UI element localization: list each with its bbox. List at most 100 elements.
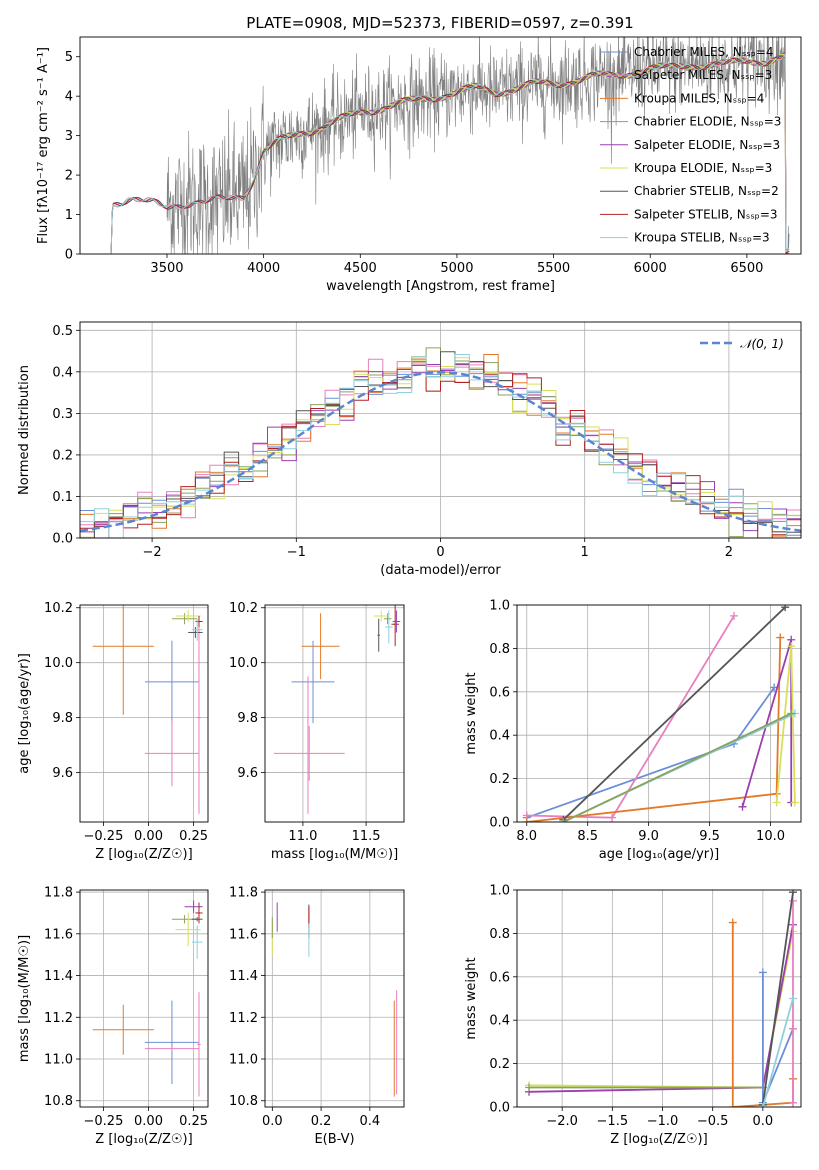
weight-marker-kroupa_elodie (790, 798, 799, 807)
y-tick-label: 11.6 (44, 927, 73, 942)
y-tick-label: 0.6 (489, 685, 510, 700)
y-axis-label: Flux [fλ10⁻¹⁷ erg cm⁻² s⁻¹ A⁻¹] (36, 47, 51, 244)
weight-marker-kroupa_stelib (788, 994, 797, 1003)
x-axis-label: Z [log₁₀(Z/Z☉)] (610, 1132, 707, 1147)
legend-entry: Chabrier MILES, Nₛₛₚ=4 (634, 45, 774, 59)
x-tick-label: 0.0 (753, 1114, 774, 1129)
legend-entry: Kroupa STELIB, Nₛₛₚ=3 (634, 231, 770, 245)
axes-frame (264, 604, 405, 823)
weight_vs_Z-content (525, 890, 797, 1107)
model-line-kroupa_stelib (110, 54, 789, 254)
x-axis-label: E(B-V) (314, 1132, 354, 1147)
x-tick-label: 0.25 (179, 829, 208, 844)
y-tick-label: 0 (65, 248, 73, 263)
x-tick-label: −1.0 (647, 1114, 679, 1129)
y-tick-label: 0.1 (52, 490, 73, 505)
x-tick-label: 8.0 (516, 829, 537, 844)
age_vs_Z-content (92, 605, 203, 814)
y-tick-label: 1.0 (489, 884, 510, 899)
y-tick-label: 0.0 (489, 816, 510, 831)
y-axis-label: age [log₁₀(age/yr)] (17, 653, 32, 774)
weight-marker-chabrier_stelib (781, 605, 790, 612)
weight-marker-kroupa_stelib (758, 1103, 767, 1107)
y-axis-label: mass [log₁₀(M/M☉)] (17, 935, 32, 1062)
y-tick-label: 11.6 (229, 927, 258, 942)
x-axis-label: Z [log₁₀(Z/Z☉)] (95, 847, 192, 862)
age_vs_mass-content (273, 605, 401, 814)
y-tick-label: 9.6 (237, 766, 258, 781)
weight-marker-chabrier_miles (758, 968, 767, 977)
x-tick-label: 11.5 (352, 829, 381, 844)
y-tick-label: 11.8 (44, 886, 73, 901)
x-tick-label: −1 (287, 545, 306, 560)
x-axis-label: (data-model)/error (380, 563, 501, 578)
y-tick-label: 0.2 (52, 448, 73, 463)
x-tick-label: −0.25 (84, 1114, 124, 1129)
age_vs_Z-axes: −0.25 0.00 0.25 9.6 9.8 10.0 10.2 Z [log₁₀(Z/Z☉… (17, 601, 209, 862)
normal-curve (80, 371, 801, 532)
legend-entry: Salpeter STELIB, Nₛₛₚ=3 (634, 207, 778, 221)
weight-marker-chabrier_elodie (787, 709, 796, 718)
axes-frame (516, 889, 802, 1108)
y-tick-label: 10.0 (44, 656, 73, 671)
y-tick-label: 0.4 (489, 1014, 510, 1029)
figure-title: PLATE=0908, MJD=52373, FIBERID=0597, z=0… (246, 14, 633, 32)
y-tick-label: 11.0 (44, 1053, 73, 1068)
weight-marker-kroupa_miles (776, 633, 785, 642)
model-line-chabrier_stelib (110, 55, 789, 254)
weight_vs_Z-axes: −2.0 −1.5 −1.0 −0.5 0.0 0.0 0.2 0.4 0.6 0.8 1.0 Z [… (464, 884, 802, 1147)
x-tick-label: 9.0 (638, 829, 659, 844)
y-tick-label: 0.8 (489, 642, 510, 657)
hist-line-kroupa_stelib (80, 354, 801, 538)
weight-line-chabrier_stelib (762, 892, 794, 1105)
y-tick-label: 10.8 (229, 1094, 258, 1109)
x-tick-label: −1.5 (597, 1114, 629, 1129)
y-tick-label: 0.6 (489, 970, 510, 985)
weight-line-chabrier_stelib (562, 606, 786, 821)
y-tick-label: 1.0 (489, 599, 510, 614)
hist-line-salpeter_stelib (80, 361, 801, 538)
x-tick-label: 0.4 (360, 1114, 381, 1129)
y-tick-label: 9.8 (52, 711, 73, 726)
y-tick-label: 3 (65, 129, 73, 144)
axes-frame (516, 604, 802, 823)
y-axis-label: mass weight (464, 672, 479, 754)
weight-marker-chabrier_elodie (559, 818, 568, 822)
axes-frame (79, 321, 802, 539)
weight-marker-kroupa_elodie (787, 642, 796, 651)
residuals-content (80, 347, 801, 538)
x-axis-label: age [log₁₀(age/yr)] (599, 847, 720, 862)
y-tick-label: 11.2 (44, 1011, 73, 1026)
spectrum-legend: Chabrier MILES, Nₛₛₚ=4 Salpeter MILES, Nₛ… (600, 45, 781, 245)
legend-entry: Chabrier STELIB, Nₛₛₚ=2 (634, 184, 779, 198)
x-tick-label: 3500 (150, 261, 183, 276)
weight-marker-kroupa_miles (522, 818, 531, 822)
legend-entry: Chabrier ELODIE, Nₛₛₚ=3 (634, 115, 781, 129)
y-tick-label: 10.8 (44, 1094, 73, 1109)
x-tick-label: 1 (581, 545, 589, 560)
y-tick-label: 1 (65, 208, 73, 223)
y-tick-label: 0.3 (52, 407, 73, 422)
y-tick-label: 11.4 (44, 969, 73, 984)
axes-frame (264, 889, 405, 1108)
y-tick-label: 0.0 (52, 532, 73, 547)
y-tick-label: 2 (65, 169, 73, 184)
x-tick-label: 0.2 (311, 1114, 332, 1129)
y-tick-label: 0.2 (489, 1057, 510, 1072)
weight-line-salpeter_miles (526, 615, 735, 819)
legend-entry: 𝒩(0, 1) (740, 337, 784, 351)
x-axis-label: Z [log₁₀(Z/Z☉)] (95, 1132, 192, 1147)
residuals-axes: −2 −1 0 1 2 0.0 0.1 0.2 0.3 0.4 0.5 (data-model)/er… (17, 321, 802, 578)
axes-frame (79, 36, 802, 255)
x-tick-label: −2 (143, 545, 162, 560)
legend-entry: Kroupa ELODIE, Nₛₛₚ=3 (634, 161, 772, 175)
y-tick-label: 11.0 (229, 1053, 258, 1068)
axes-frame (79, 604, 209, 823)
x-tick-label: −0.5 (697, 1114, 729, 1129)
model-line-salpeter_stelib (110, 56, 789, 254)
x-tick-label: 8.5 (577, 829, 598, 844)
y-axis-label: mass weight (464, 957, 479, 1039)
y-tick-label: 9.8 (237, 711, 258, 726)
x-tick-label: 5500 (537, 261, 570, 276)
